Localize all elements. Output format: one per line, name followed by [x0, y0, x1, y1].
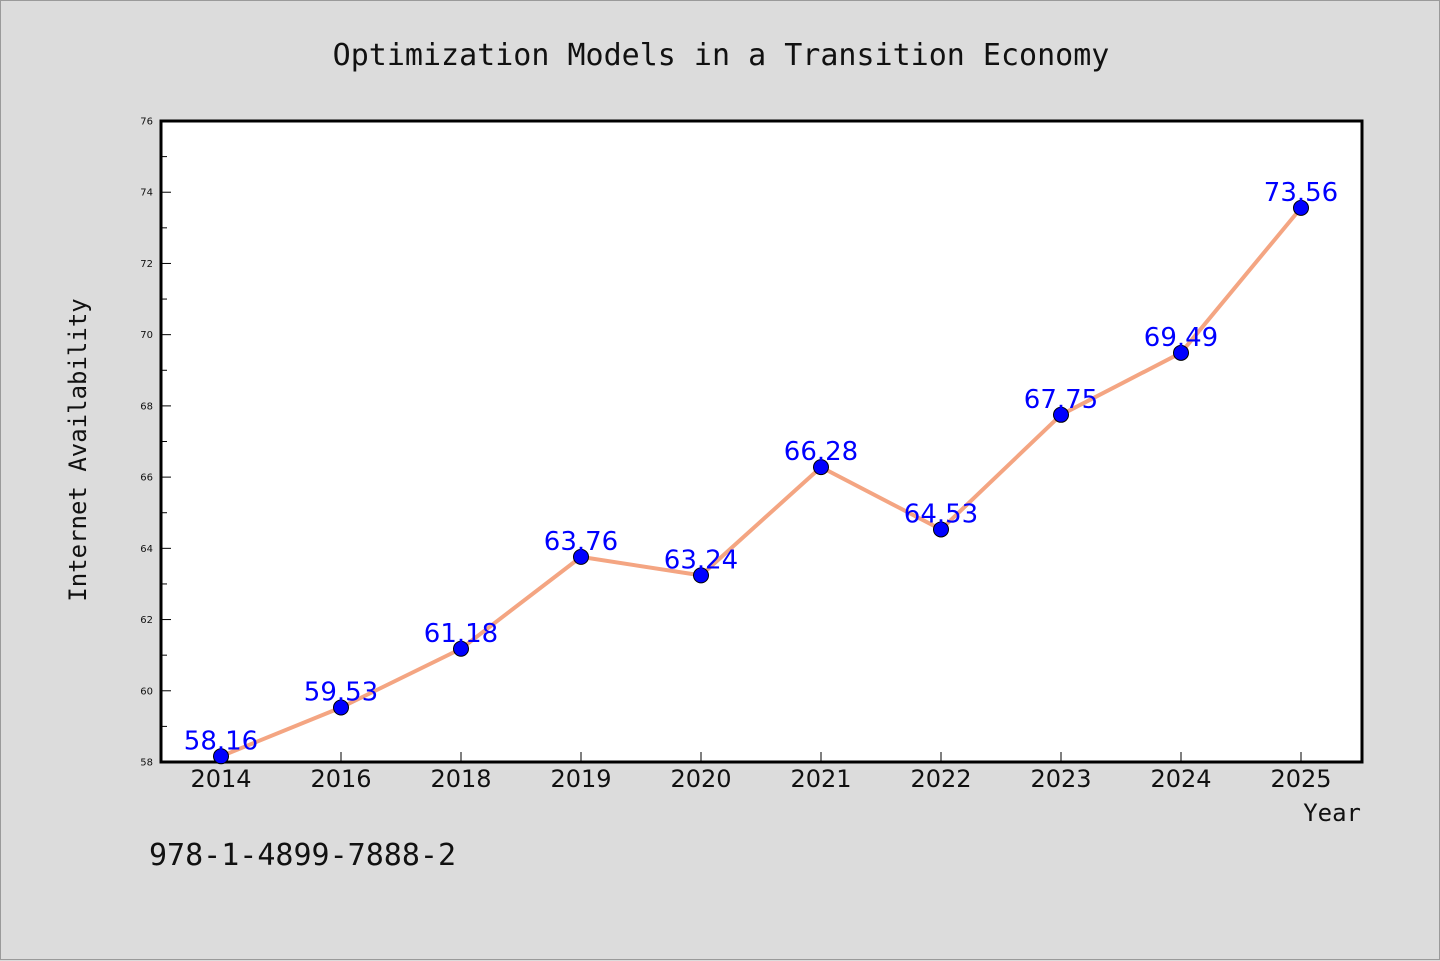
y-tick-label: 72 — [140, 259, 153, 270]
y-tick-label: 64 — [140, 544, 153, 555]
series-markers — [213, 199, 1309, 765]
x-tick-label: 2022 — [910, 765, 971, 793]
chart-title: Optimization Models in a Transition Econ… — [333, 38, 1110, 73]
data-label: 64.53 — [904, 499, 978, 529]
y-tick-label: 66 — [140, 473, 153, 484]
data-label: 63.76 — [544, 527, 618, 557]
x-tick-label: 2025 — [1270, 765, 1331, 793]
data-point — [813, 459, 829, 476]
data-point — [573, 548, 589, 565]
x-axis-title: Year — [1303, 799, 1361, 827]
data-point — [1293, 199, 1309, 216]
data-label: 66.28 — [784, 437, 858, 467]
x-tick-label: 2018 — [430, 765, 491, 793]
y-tick-label: 62 — [140, 615, 153, 626]
data-label: 63.24 — [664, 545, 738, 575]
y-tick-label: 68 — [140, 401, 153, 412]
data-label: 59.53 — [304, 678, 378, 708]
x-tick-label: 2024 — [1150, 765, 1211, 793]
y-tick-label: 70 — [140, 330, 153, 341]
y-tick-label: 76 — [140, 117, 153, 128]
y-axis-title: Internet Availability — [64, 298, 92, 601]
x-tick-label: 2014 — [190, 765, 251, 793]
data-label: 69.49 — [1144, 323, 1218, 353]
data-labels: 58.16 59.53 61.18 63.76 63.24 66.28 64.53 67.75… — [184, 178, 1338, 756]
y-tick-label: 58 — [140, 758, 153, 769]
data-point — [333, 699, 349, 716]
x-tick-label: 2016 — [310, 765, 371, 793]
data-point — [453, 640, 469, 657]
x-tick-label: 2020 — [670, 765, 731, 793]
y-tick-label: 60 — [140, 686, 153, 697]
series-line — [220, 206, 1303, 759]
data-label: 67.75 — [1024, 385, 1098, 415]
data-label: 73.56 — [1264, 178, 1338, 208]
data-point — [933, 521, 949, 538]
data-point — [213, 748, 229, 765]
data-label: 58.16 — [184, 726, 258, 756]
isbn-footnote: 978-1-4899-7888-2 — [149, 838, 456, 873]
plot-area — [159, 119, 1364, 764]
data-label: 61.18 — [424, 619, 498, 649]
x-tick-label: 2023 — [1030, 765, 1091, 793]
data-point — [693, 567, 709, 584]
y-tick-label: 74 — [140, 188, 153, 199]
x-tick-label: 2021 — [790, 765, 851, 793]
data-point — [1053, 406, 1069, 423]
y-axis: 58 60 62 64 66 68 70 72 74 76 — [140, 117, 171, 769]
x-tick-label: 2019 — [550, 765, 611, 793]
data-point — [1173, 344, 1189, 361]
